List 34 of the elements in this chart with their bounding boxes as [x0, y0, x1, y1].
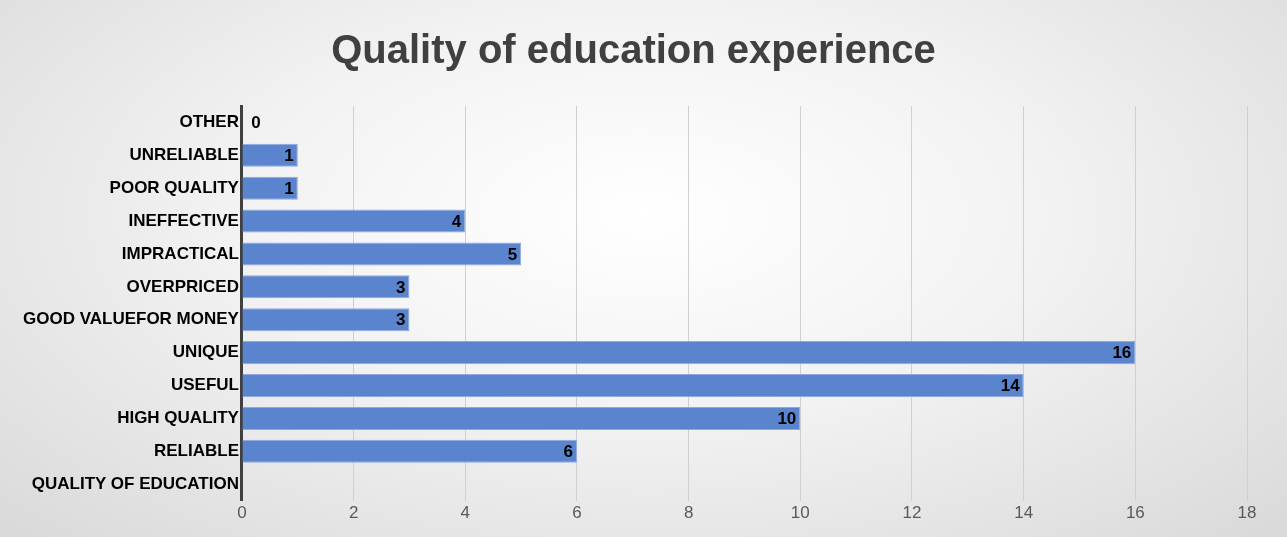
data-label: 14: [1000, 376, 1021, 396]
x-tick-label: 10: [790, 503, 810, 523]
data-label: 1: [284, 178, 294, 198]
y-tick-label: POOR QUALITY: [109, 177, 240, 197]
y-tick-label: QUALITY OF EDUCATION: [31, 473, 239, 493]
x-tick-label: 4: [460, 503, 471, 523]
y-tick-label: UNIQUE: [172, 342, 239, 362]
data-label: 6: [563, 441, 573, 461]
y-tick-label: IMPRACTICAL: [121, 243, 239, 263]
data-label: 1: [284, 146, 294, 166]
data-label: 3: [396, 310, 406, 330]
x-tick-label: 16: [1125, 503, 1145, 523]
data-label: 5: [507, 244, 518, 264]
y-tick-label: RELIABLE: [153, 440, 239, 460]
y-tick-label: OVERPRICED: [126, 276, 239, 296]
data-label: 0: [251, 113, 261, 133]
x-tick-label: 6: [572, 503, 582, 523]
data-label: 16: [1112, 343, 1132, 363]
y-tick-label: INEFFECTIVE: [128, 210, 239, 230]
x-tick-label: 0: [237, 503, 247, 523]
y-tick-label: HIGH QUALITY: [117, 408, 240, 428]
chart-title: Quality of education experience: [331, 27, 936, 72]
y-tick-label: GOOD VALUEFOR MONEY: [22, 309, 240, 329]
data-label: 4: [451, 211, 462, 231]
x-tick-label: 12: [902, 503, 922, 523]
x-tick-label: 2: [348, 503, 359, 523]
data-label: 10: [777, 409, 797, 429]
x-tick-label: 18: [1237, 503, 1257, 523]
x-tick-label: 14: [1014, 503, 1034, 523]
y-tick-label: USEFUL: [170, 375, 239, 395]
y-tick-label: UNRELIABLE: [129, 145, 239, 165]
y-tick-label: OTHER: [179, 112, 239, 132]
data-label: 3: [396, 277, 406, 297]
x-tick-label: 8: [683, 503, 694, 523]
